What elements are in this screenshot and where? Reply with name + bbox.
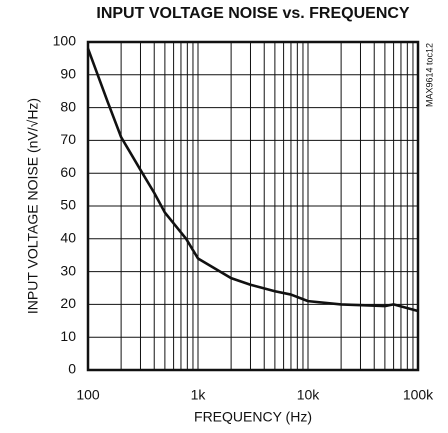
x-tick-label: 100k	[403, 387, 434, 403]
x-tick-label: 10k	[297, 387, 321, 403]
y-tick-label: 0	[68, 361, 76, 377]
y-axis-label: INPUT VOLTAGE NOISE (nV/√Hz)	[25, 98, 41, 314]
data-line	[86, 48, 419, 313]
y-tick-label: 50	[60, 197, 76, 213]
x-tick-label: 100	[76, 387, 100, 403]
x-tick-label: 1k	[191, 387, 207, 403]
y-tick-label: 70	[60, 131, 76, 147]
y-tick-label: 20	[60, 295, 76, 311]
y-tick-label: 10	[60, 328, 76, 344]
plot-frame	[86, 40, 420, 372]
y-tick-label: 80	[60, 98, 76, 114]
x-axis-label: FREQUENCY (Hz)	[194, 409, 312, 425]
chart-title: INPUT VOLTAGE NOISE vs. FREQUENCY	[96, 5, 410, 22]
y-tick-label: 100	[53, 33, 77, 49]
y-tick-label: 30	[60, 262, 76, 278]
annotation: MAX9614 toc12	[424, 43, 434, 107]
y-tick-label: 40	[60, 230, 76, 246]
y-tick-label: 90	[60, 66, 76, 82]
y-tick-label: 60	[60, 164, 76, 180]
